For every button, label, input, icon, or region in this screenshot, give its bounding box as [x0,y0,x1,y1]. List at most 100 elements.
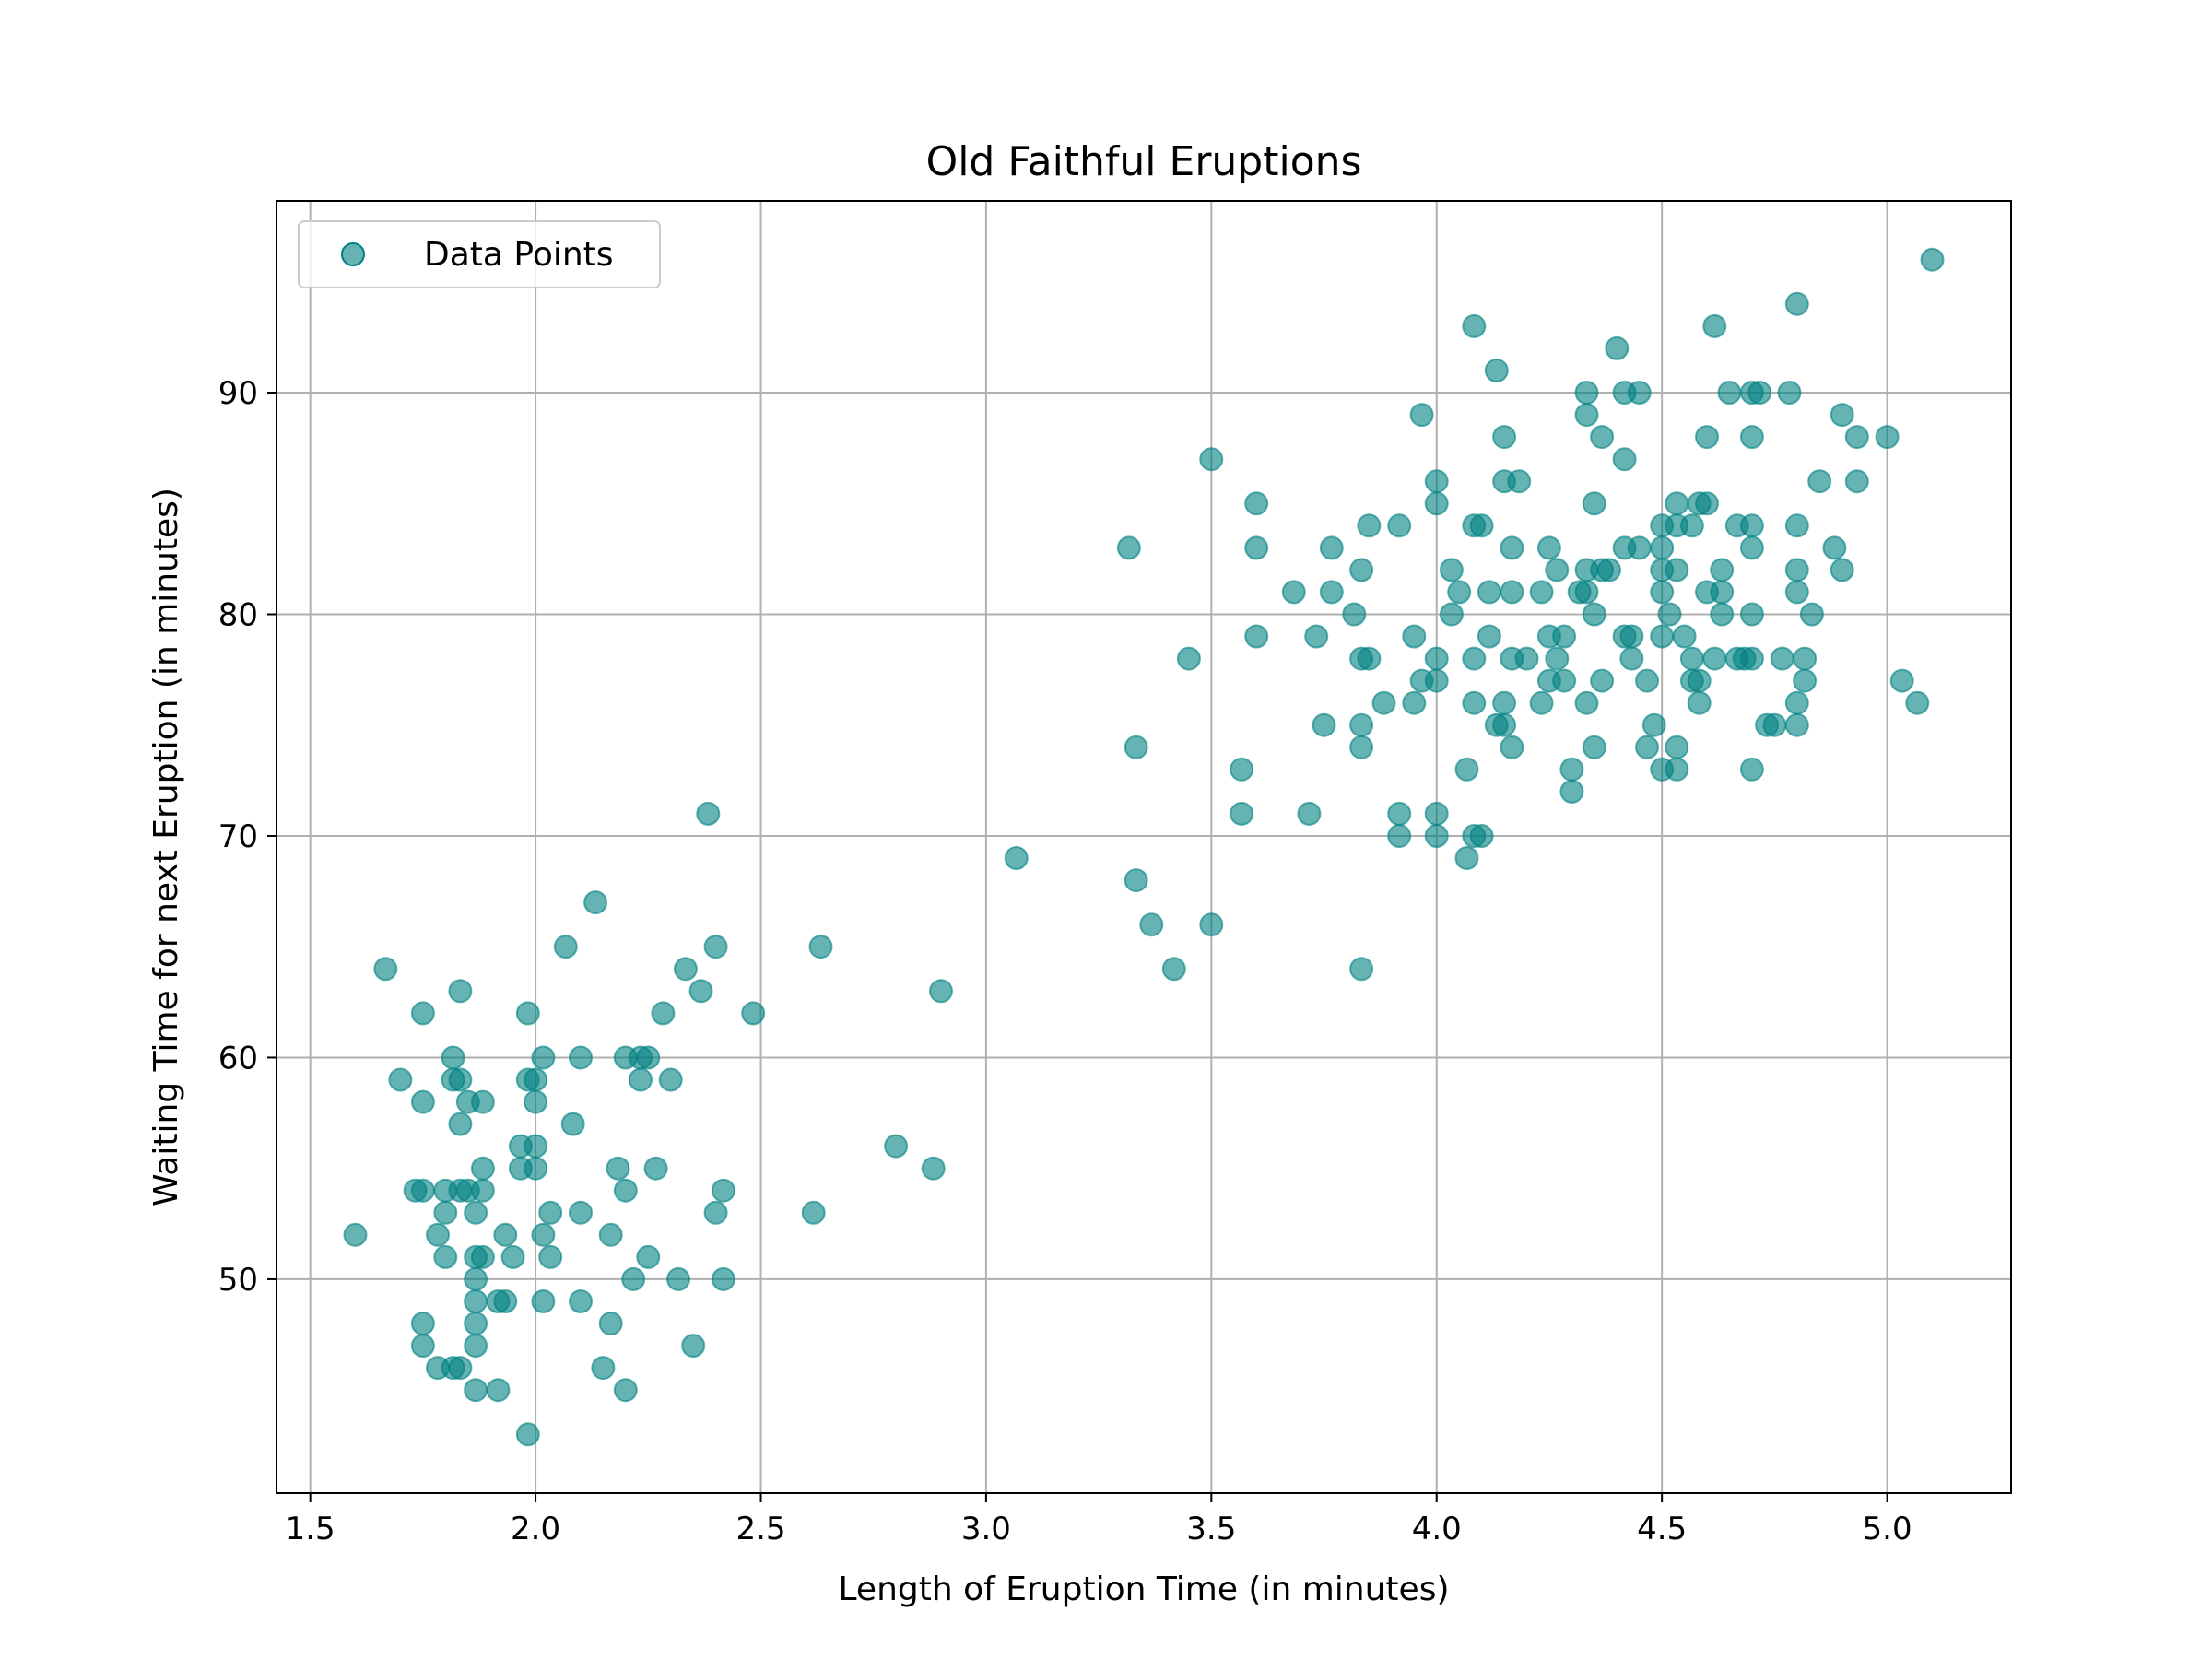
data-point [1342,602,1367,627]
data-point [621,1266,646,1291]
x-tick-label: 4.0 [1412,1511,1462,1547]
data-point [1830,403,1854,428]
data-point [591,1356,616,1381]
data-point [410,1334,435,1359]
plot-frame [276,200,2012,1494]
data-point [373,957,398,982]
data-point [1650,624,1675,649]
data-point [1319,535,1344,560]
data-point [538,1244,563,1269]
data-point [1695,425,1719,450]
data-point [1710,558,1735,582]
data-point [1739,757,1764,782]
data-point [531,1045,556,1070]
data-point [531,1222,556,1247]
y-tick-label: 80 [218,596,258,633]
data-point [711,1178,735,1203]
data-point [711,1266,735,1291]
data-point [636,1045,661,1070]
data-point [651,1001,676,1026]
data-point [1371,690,1396,715]
data-point [410,1001,435,1026]
data-point [1545,558,1570,582]
data-point [1536,535,1561,560]
data-point [1281,580,1306,605]
legend-marker [341,242,365,266]
data-point [515,1422,540,1447]
data-point [1710,580,1735,605]
data-point [1439,602,1464,627]
data-point [1424,646,1449,671]
data-point [688,979,713,1004]
data-point [433,1244,458,1269]
data-point [1641,712,1666,737]
data-point [1574,690,1599,715]
data-point [1454,757,1479,782]
data-point [1665,735,1689,759]
data-point [583,890,608,915]
data-point [1500,535,1524,560]
data-point [703,1200,728,1225]
data-point [448,1356,473,1381]
data-point [1357,646,1382,671]
x-tick-label: 3.5 [1186,1511,1236,1547]
data-point [1830,558,1854,582]
data-point [1312,712,1336,737]
data-point [1500,580,1524,605]
data-point [929,979,953,1004]
data-point [531,1289,556,1313]
x-tick-label: 1.5 [286,1511,335,1547]
data-point [343,1222,368,1247]
data-point [613,1378,638,1403]
data-point [1627,381,1652,405]
data-point [1349,735,1374,759]
data-point [1784,690,1809,715]
data-point [1574,403,1599,428]
data-point [1762,712,1787,737]
data-point [1199,447,1224,472]
data-point [1784,291,1809,316]
data-point [1139,912,1164,937]
data-point [741,1001,766,1026]
y-axis-label: Waiting Time for next Eruption (in minut… [147,488,185,1206]
data-point [1492,690,1517,715]
data-point [1462,313,1487,338]
data-point [1552,624,1577,649]
data-point [1492,712,1517,737]
data-point [606,1156,630,1181]
chart-title: Old Faithful Eruptions [926,138,1362,185]
data-point [1469,513,1494,538]
data-point [1402,690,1427,715]
data-point [1387,801,1412,826]
data-point [1784,558,1809,582]
data-point [1793,668,1818,693]
data-point [524,1089,548,1114]
data-point [1462,690,1487,715]
data-point [1582,735,1606,759]
data-point [1349,712,1374,737]
data-point [1244,535,1269,560]
data-point [1402,624,1427,649]
data-point [524,1156,548,1181]
data-point [1650,580,1675,605]
data-point [696,801,721,826]
data-point [1590,425,1615,450]
data-point [1387,824,1412,848]
data-point [1447,580,1472,605]
data-point [1875,425,1900,450]
data-point [1439,558,1464,582]
x-tick-label: 2.0 [511,1511,560,1547]
data-point [598,1312,623,1335]
data-point [1424,491,1449,516]
x-tick-label: 5.0 [1863,1511,1912,1547]
data-point [1770,646,1794,671]
data-point [1747,381,1772,405]
data-point [1500,735,1524,759]
data-point [1739,602,1764,627]
data-point [1552,668,1577,693]
data-point [1665,491,1689,516]
data-point [1424,469,1449,494]
data-point [1582,491,1606,516]
